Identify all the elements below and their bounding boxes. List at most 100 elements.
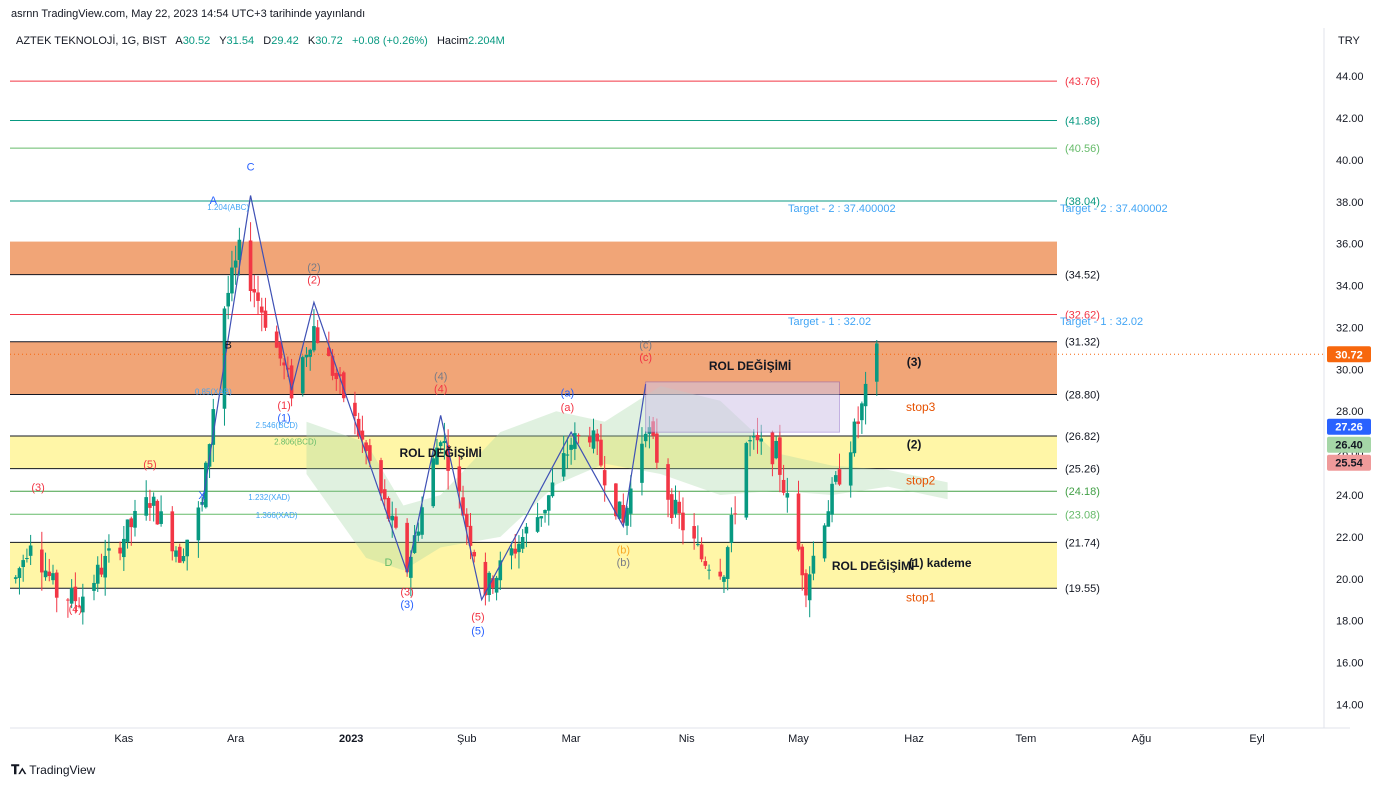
target-label-right: Target - 1 : 32.02 (1060, 316, 1143, 328)
y-tick-label: 16.00 (1336, 658, 1364, 670)
candle-body (442, 440, 447, 444)
wave-label: (4) (434, 383, 447, 395)
candle-body (748, 440, 752, 442)
candle-body (300, 357, 305, 394)
candle-body (356, 418, 361, 436)
candle-body (483, 561, 488, 596)
wave-label: (b) (617, 545, 630, 557)
close-label: K (307, 35, 316, 47)
candle-body (729, 515, 734, 543)
candle-body (770, 432, 775, 465)
candle-body (800, 546, 805, 576)
candle-body (95, 564, 100, 584)
candle-body (28, 545, 33, 556)
level-label: (24.18) (1065, 486, 1100, 498)
high-value: 31.54 (226, 35, 255, 47)
candle-body (751, 435, 756, 438)
candle-body (125, 519, 130, 542)
high-label: Y (219, 35, 227, 47)
candle-body (420, 507, 424, 535)
price-box-label: 27.26 (1335, 422, 1363, 434)
candle-body (304, 354, 309, 358)
candle-body (341, 372, 346, 399)
candle-body (394, 516, 398, 528)
candle-body (159, 511, 163, 524)
target-label: Target - 2 : 37.400002 (788, 203, 896, 215)
level-label: (41.88) (1065, 116, 1100, 128)
candle-body (543, 509, 547, 514)
candle-body (312, 326, 316, 351)
candle-body (77, 605, 81, 607)
candle-body (446, 445, 450, 471)
currency-label[interactable]: TRY (1338, 35, 1360, 47)
candle-body (308, 349, 313, 357)
candle-body (614, 483, 618, 517)
candle-body (416, 531, 421, 536)
candle-body (561, 453, 566, 477)
candle-body (696, 544, 700, 546)
symbol-name[interactable]: AZTEK TEKNOLOJİ, 1G, BIST (16, 35, 167, 47)
y-tick-label: 44.00 (1336, 71, 1364, 83)
candle-body (699, 544, 704, 560)
tradingview-logo-icon: 𝐓∧ (11, 762, 26, 777)
y-tick-label: 36.00 (1336, 239, 1364, 251)
level-label: (34.52) (1065, 270, 1100, 282)
candle-body (498, 560, 503, 581)
candle-body (73, 586, 78, 602)
candle-body (778, 437, 782, 475)
candle-body (327, 347, 331, 356)
candle-body (256, 292, 260, 301)
x-tick-label: Kas (114, 733, 133, 745)
y-tick-label: 32.00 (1336, 322, 1364, 334)
candle-body (382, 489, 387, 500)
wave-label: (3) (31, 482, 44, 494)
candle-body (822, 525, 827, 559)
candle-body (722, 576, 726, 582)
candle-body (330, 355, 335, 376)
price-box-label: 26.40 (1335, 440, 1363, 452)
candle-body (535, 517, 540, 532)
publish-info: asrnn TradingView.com, May 22, 2023 14:5… (11, 8, 366, 20)
wave-label: (3) (400, 587, 413, 599)
wave-label: (c) (639, 339, 652, 351)
candle-body (513, 548, 518, 554)
candle-body (602, 470, 607, 486)
candle-body (837, 469, 842, 485)
stop-label: stop1 (906, 591, 936, 605)
x-tick-label: Şub (457, 733, 477, 745)
candle-body (785, 493, 790, 498)
wave-label: (a) (561, 402, 574, 414)
candle-body (211, 409, 216, 445)
candle-body (237, 239, 242, 261)
volume-label: Hacim (436, 35, 469, 47)
candle-body (43, 570, 48, 578)
wave-label: 2.806(BCD) (274, 438, 317, 447)
zone-label: (1) kademe (909, 556, 972, 570)
price-box-label: 25.54 (1335, 458, 1363, 470)
candle-body (550, 482, 555, 497)
candle-body (274, 331, 279, 348)
y-tick-label: 28.00 (1336, 406, 1364, 418)
candle-body (289, 365, 294, 399)
candle-body (81, 596, 85, 613)
candle-body (438, 442, 443, 447)
candle-body (457, 466, 462, 492)
wave-label: (b) (617, 557, 630, 569)
candle-body (472, 551, 477, 557)
x-tick-label: May (788, 733, 809, 745)
candle-body (509, 548, 514, 556)
price-box (1327, 454, 1371, 471)
candle-body (386, 497, 391, 519)
candle-body (431, 458, 436, 507)
candle-body (435, 447, 439, 465)
x-tick-label: Eyl (1249, 733, 1264, 745)
level-label: (43.76) (1065, 76, 1100, 88)
volume-value: 2.204M (468, 35, 505, 47)
tradingview-logo[interactable]: 𝐓∧ TradingView (11, 762, 95, 778)
candle-body (461, 497, 465, 516)
candle-body (826, 511, 831, 527)
candle-body (464, 513, 469, 528)
candle-body (744, 443, 749, 518)
candle-body (833, 475, 838, 482)
